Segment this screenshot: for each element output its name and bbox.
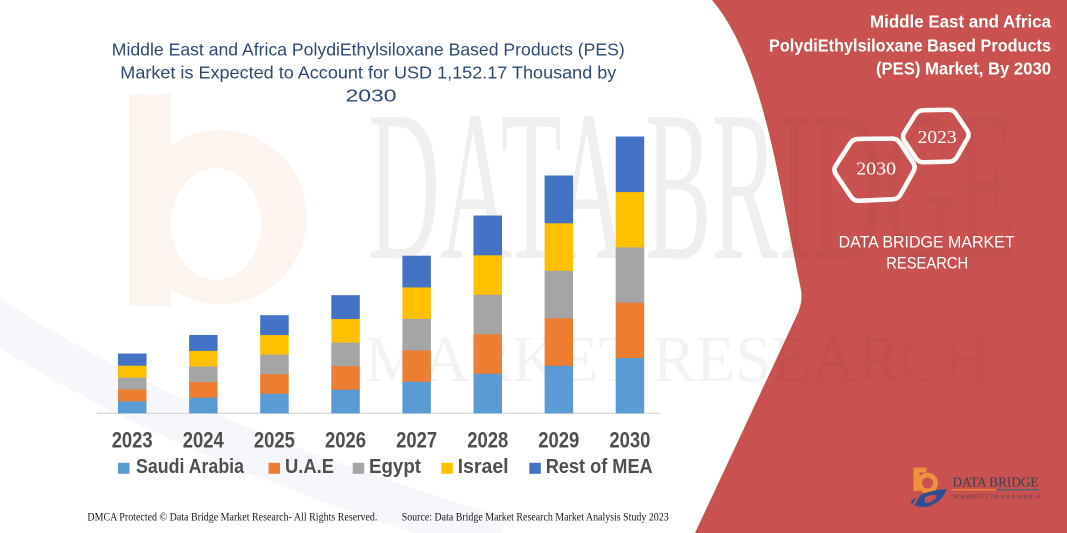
svg-text:RESEARCH: RESEARCH — [886, 254, 968, 273]
svg-text:DMCA Protected © Data Bridge M: DMCA Protected © Data Bridge Market Rese… — [87, 512, 377, 524]
svg-text:DATA BRIDGE: DATA BRIDGE — [953, 475, 1039, 490]
svg-text:PolydiEthylsiloxane Based Prod: PolydiEthylsiloxane Based Products — [769, 36, 1051, 56]
svg-text:2023: 2023 — [918, 127, 957, 147]
svg-text:2029: 2029 — [538, 428, 579, 453]
svg-text:2026: 2026 — [325, 428, 366, 453]
svg-text:Egypt: Egypt — [369, 456, 421, 478]
svg-text:U.A.E: U.A.E — [285, 456, 334, 478]
svg-text:Rest of MEA: Rest of MEA — [546, 456, 653, 478]
svg-text:DATA BRIDGE: DATA BRIDGE — [953, 475, 1039, 490]
svg-text:Market is Expected to Account: Market is Expected to Account for USD 1,… — [120, 62, 616, 82]
svg-text:Saudi Arabia: Saudi Arabia — [136, 456, 245, 478]
svg-text:DATA BRIDGE MARKET: DATA BRIDGE MARKET — [839, 233, 1015, 252]
svg-text:(PES) Market, By 2030: (PES) Market, By 2030 — [876, 59, 1051, 79]
svg-text:2025: 2025 — [254, 428, 295, 453]
svg-text:Israel: Israel — [458, 456, 509, 478]
svg-text:2027: 2027 — [396, 428, 437, 453]
svg-text:Source: Data Bridge Market Res: Source: Data Bridge Market Research Mark… — [402, 512, 669, 524]
svg-text:Middle East and Africa: Middle East and Africa — [870, 12, 1051, 32]
svg-text:2030: 2030 — [609, 428, 650, 453]
svg-text:MARKET RESEARCH: MARKET RESEARCH — [953, 494, 1043, 501]
svg-text:2030: 2030 — [346, 86, 397, 106]
svg-text:Middle East and Africa PolydiE: Middle East and Africa PolydiEthylsiloxa… — [112, 40, 625, 60]
svg-text:2024: 2024 — [183, 428, 224, 453]
svg-text:2030: 2030 — [856, 158, 896, 178]
svg-text:2023: 2023 — [112, 428, 153, 453]
svg-text:MARKET RESEARCH: MARKET RESEARCH — [953, 494, 1034, 500]
svg-text:2028: 2028 — [467, 428, 508, 453]
